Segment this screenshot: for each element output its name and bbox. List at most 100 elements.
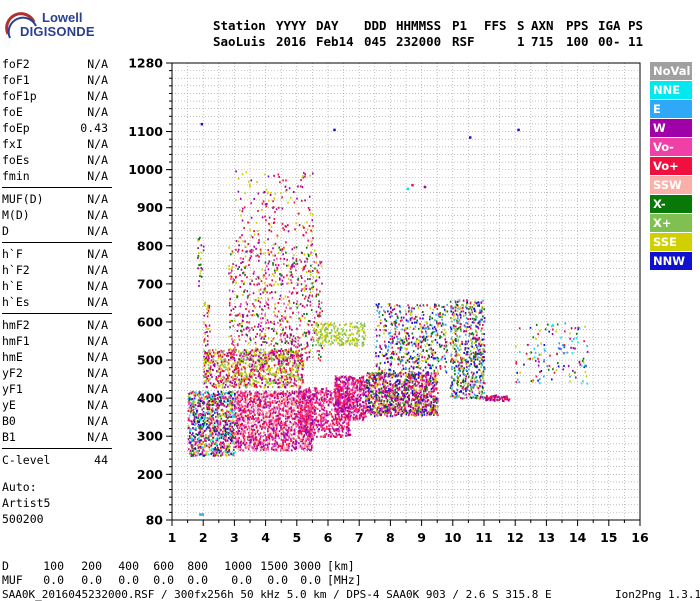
data-point <box>190 420 192 422</box>
data-point <box>217 424 219 426</box>
data-point <box>220 444 222 446</box>
data-point <box>330 398 332 400</box>
data-point <box>260 352 262 354</box>
data-point <box>318 414 320 416</box>
data-point <box>201 428 203 430</box>
data-point <box>239 361 241 363</box>
data-point <box>314 261 316 263</box>
data-point <box>275 264 277 266</box>
data-point <box>308 324 310 326</box>
data-point <box>204 362 206 364</box>
data-point <box>262 423 264 425</box>
data-point <box>250 410 252 412</box>
data-point <box>236 354 238 356</box>
data-point <box>233 449 235 451</box>
data-point <box>289 421 291 423</box>
data-point <box>267 430 269 432</box>
data-point <box>265 391 267 393</box>
data-point <box>312 427 314 429</box>
data-point <box>239 404 241 406</box>
data-point <box>289 408 291 410</box>
data-point <box>321 391 323 393</box>
data-point <box>345 435 347 437</box>
data-point <box>310 436 312 438</box>
data-point <box>204 368 206 370</box>
data-point <box>290 370 292 372</box>
data-point <box>259 414 261 416</box>
data-point <box>229 302 231 304</box>
data-point <box>289 430 291 432</box>
data-point <box>326 391 328 393</box>
data-point <box>190 435 192 437</box>
data-point <box>235 416 237 418</box>
data-point <box>240 303 242 305</box>
data-point <box>244 427 246 429</box>
data-point <box>218 407 220 409</box>
data-point <box>312 420 314 422</box>
data-point <box>257 326 259 328</box>
data-point <box>264 407 266 409</box>
data-point <box>287 402 289 404</box>
data-point <box>275 193 277 195</box>
data-point <box>248 311 250 313</box>
data-point <box>231 382 233 384</box>
data-point <box>235 282 237 284</box>
data-point <box>255 438 257 440</box>
data-point <box>237 400 239 402</box>
data-point <box>312 401 314 403</box>
data-point <box>312 270 314 272</box>
data-point <box>263 253 265 255</box>
data-point <box>254 326 256 328</box>
data-point <box>244 356 246 358</box>
data-point <box>238 367 240 369</box>
data-point <box>305 390 307 392</box>
data-point <box>241 353 243 355</box>
data-point <box>219 452 221 454</box>
data-point <box>248 243 250 245</box>
data-point <box>287 434 289 436</box>
data-point <box>224 386 226 388</box>
data-point <box>258 433 260 435</box>
data-point <box>239 387 241 389</box>
data-point <box>284 375 286 377</box>
data-point <box>218 377 220 379</box>
data-point <box>288 230 290 232</box>
data-point <box>328 390 330 392</box>
data-point <box>250 441 252 443</box>
data-point <box>273 321 275 323</box>
data-point <box>293 287 295 289</box>
data-point <box>299 377 301 379</box>
data-point <box>251 364 253 366</box>
data-point <box>284 437 286 439</box>
data-point <box>278 310 280 312</box>
data-point <box>242 355 244 357</box>
data-point <box>309 351 311 353</box>
data-point <box>275 291 277 293</box>
data-point <box>216 428 218 430</box>
data-point <box>207 408 209 410</box>
data-point <box>225 429 227 431</box>
data-point <box>289 392 291 394</box>
data-point <box>225 369 227 371</box>
data-point <box>321 302 323 304</box>
data-point <box>266 444 268 446</box>
data-point <box>258 395 260 397</box>
data-point <box>310 230 312 232</box>
data-point <box>206 354 208 356</box>
data-point <box>295 416 297 418</box>
data-point <box>197 452 199 454</box>
data-point <box>274 303 276 305</box>
data-point <box>199 397 201 399</box>
data-point <box>254 422 256 424</box>
data-point <box>234 354 236 356</box>
data-point <box>190 429 192 431</box>
data-point <box>235 406 237 408</box>
data-point <box>199 391 201 393</box>
data-point <box>301 394 303 396</box>
data-point <box>296 426 298 428</box>
data-point <box>261 399 263 401</box>
data-point <box>292 257 294 259</box>
data-point <box>238 350 240 352</box>
data-point <box>326 420 328 422</box>
data-point <box>306 342 308 344</box>
